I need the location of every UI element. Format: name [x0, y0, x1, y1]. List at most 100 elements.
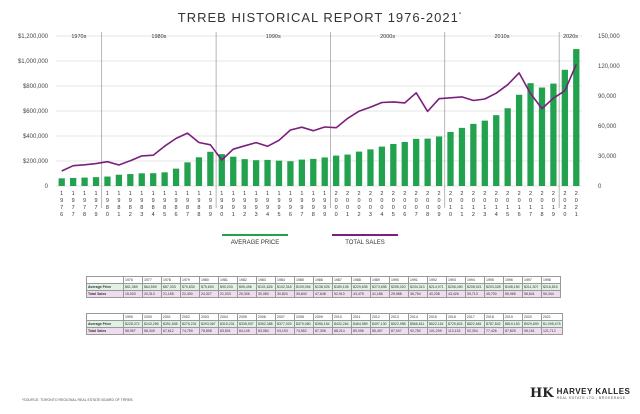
- table-cell: $522,958: [389, 320, 409, 328]
- table-row-total-sales: Total Sales 58,957 58,349 67,612 74,759 78,89…: [86, 327, 563, 335]
- bar-average-price: [527, 83, 534, 186]
- table-cell: $214,971: [427, 283, 447, 291]
- table-cell: 113,133: [446, 327, 466, 335]
- y-right-tick-label: 90,000: [598, 94, 617, 100]
- y-right-tick-label: 150,000: [598, 34, 620, 40]
- table-cell: 93,193: [275, 327, 295, 335]
- chart: 0 $200,000 $400,000 $600,000 $800,000 $1,000,…: [18, 32, 620, 218]
- table-cell: $102,318: [275, 283, 295, 291]
- table-cell: 101,299: [427, 327, 447, 335]
- y-left-tick-label: $600,000: [23, 109, 49, 115]
- table-cell: 58,841: [522, 290, 542, 298]
- legend-total-sales: TOTAL SALES: [330, 234, 400, 246]
- table-cell: 67,612: [161, 327, 181, 335]
- bar-average-price: [481, 120, 488, 186]
- table-cell: 1982: [237, 276, 257, 284]
- y-right-tick-label: 60,000: [598, 124, 617, 130]
- table-cell: 58,349: [142, 327, 162, 335]
- y-right-tick-label: 0: [598, 184, 602, 190]
- table-cell: $138,925: [313, 283, 333, 291]
- bar-average-price: [344, 154, 351, 186]
- table-cell: 1989: [370, 276, 390, 284]
- table-cell: 74,552: [294, 327, 314, 335]
- bar-average-price: [127, 174, 134, 186]
- table-cell: $352,388: [256, 320, 276, 328]
- decade-label: 2020s: [563, 34, 578, 40]
- table-cell: $216,815: [541, 283, 561, 291]
- bar-average-price: [104, 176, 111, 186]
- table-cell: $90,203: [218, 283, 238, 291]
- table-cell: 45,700: [484, 290, 504, 298]
- table-header-row: 1976 1977 1978 1979 1980 1981 1982 1983 1984 1985…: [86, 276, 561, 284]
- bar-average-price: [367, 149, 374, 186]
- table-cell: 1990: [389, 276, 409, 284]
- table-cell: 92,782: [408, 327, 428, 335]
- bar-average-price: [172, 168, 180, 186]
- table-row-average-price: Average Price $61,389 $64,559 $67,333 $70,83…: [86, 283, 561, 291]
- page-title: TRREB HISTORICAL REPORT 1976-2021*: [177, 10, 463, 25]
- table-cell: 58,957: [123, 327, 143, 335]
- bar-average-price: [538, 87, 546, 186]
- table-cell: 30,080: [256, 290, 276, 298]
- table-cell: 36,754: [408, 290, 428, 298]
- bar-average-price: [435, 136, 443, 186]
- legend-total-sales-swatch: [332, 234, 398, 236]
- table-cell: 20,313: [142, 290, 162, 298]
- bar-average-price: [458, 127, 466, 186]
- table-cell: $566,611: [408, 320, 428, 328]
- logo-sub: REAL ESTATE LTD., BROKERAGE: [556, 395, 626, 400]
- table-cell: $396,154: [313, 320, 333, 328]
- table-row-label: [86, 313, 124, 321]
- data-table-1999-2021: 1999 2000 2001 2002 2003 2004 2005 2006 2007 2008…: [86, 313, 563, 335]
- table-cell: 85,497: [370, 327, 390, 335]
- table-cell: 21,155: [161, 290, 181, 298]
- table-cell: $198,150: [503, 283, 523, 291]
- bar-average-price: [378, 146, 386, 186]
- table-cell: $432,264: [332, 320, 352, 328]
- decade-label: 1980s: [151, 34, 166, 40]
- table-cell: $67,333: [161, 283, 181, 291]
- table-cell: 1993: [446, 276, 466, 284]
- bar-average-price: [58, 178, 65, 186]
- table-cell: 1986: [313, 276, 333, 284]
- y-left-tick-label: $400,000: [23, 134, 49, 140]
- table-row-total-sales: Total Sales 15,003 20,313 21,155 22,400 24,32…: [86, 290, 561, 298]
- table-cell: 2004: [218, 313, 238, 321]
- decade-label: 2010s: [494, 34, 509, 40]
- y-left-tick-label: 0: [45, 184, 49, 190]
- table-cell: 121,712: [541, 327, 563, 335]
- bar-average-price: [493, 115, 500, 186]
- bar-average-price: [252, 160, 260, 186]
- table-cell: $275,231: [180, 320, 200, 328]
- table-cell: $251,508: [161, 320, 181, 328]
- table-cell: 87,308: [313, 327, 333, 335]
- table-cell: 30,824: [275, 290, 295, 298]
- table-cell: $315,231: [218, 320, 238, 328]
- table-cell: 2018: [484, 313, 504, 321]
- table-cell: 2014: [408, 313, 428, 321]
- table-cell: 1979: [180, 276, 200, 284]
- bar-average-price: [230, 156, 237, 186]
- table-cell: 1997: [522, 276, 542, 284]
- bar-average-price: [92, 177, 100, 186]
